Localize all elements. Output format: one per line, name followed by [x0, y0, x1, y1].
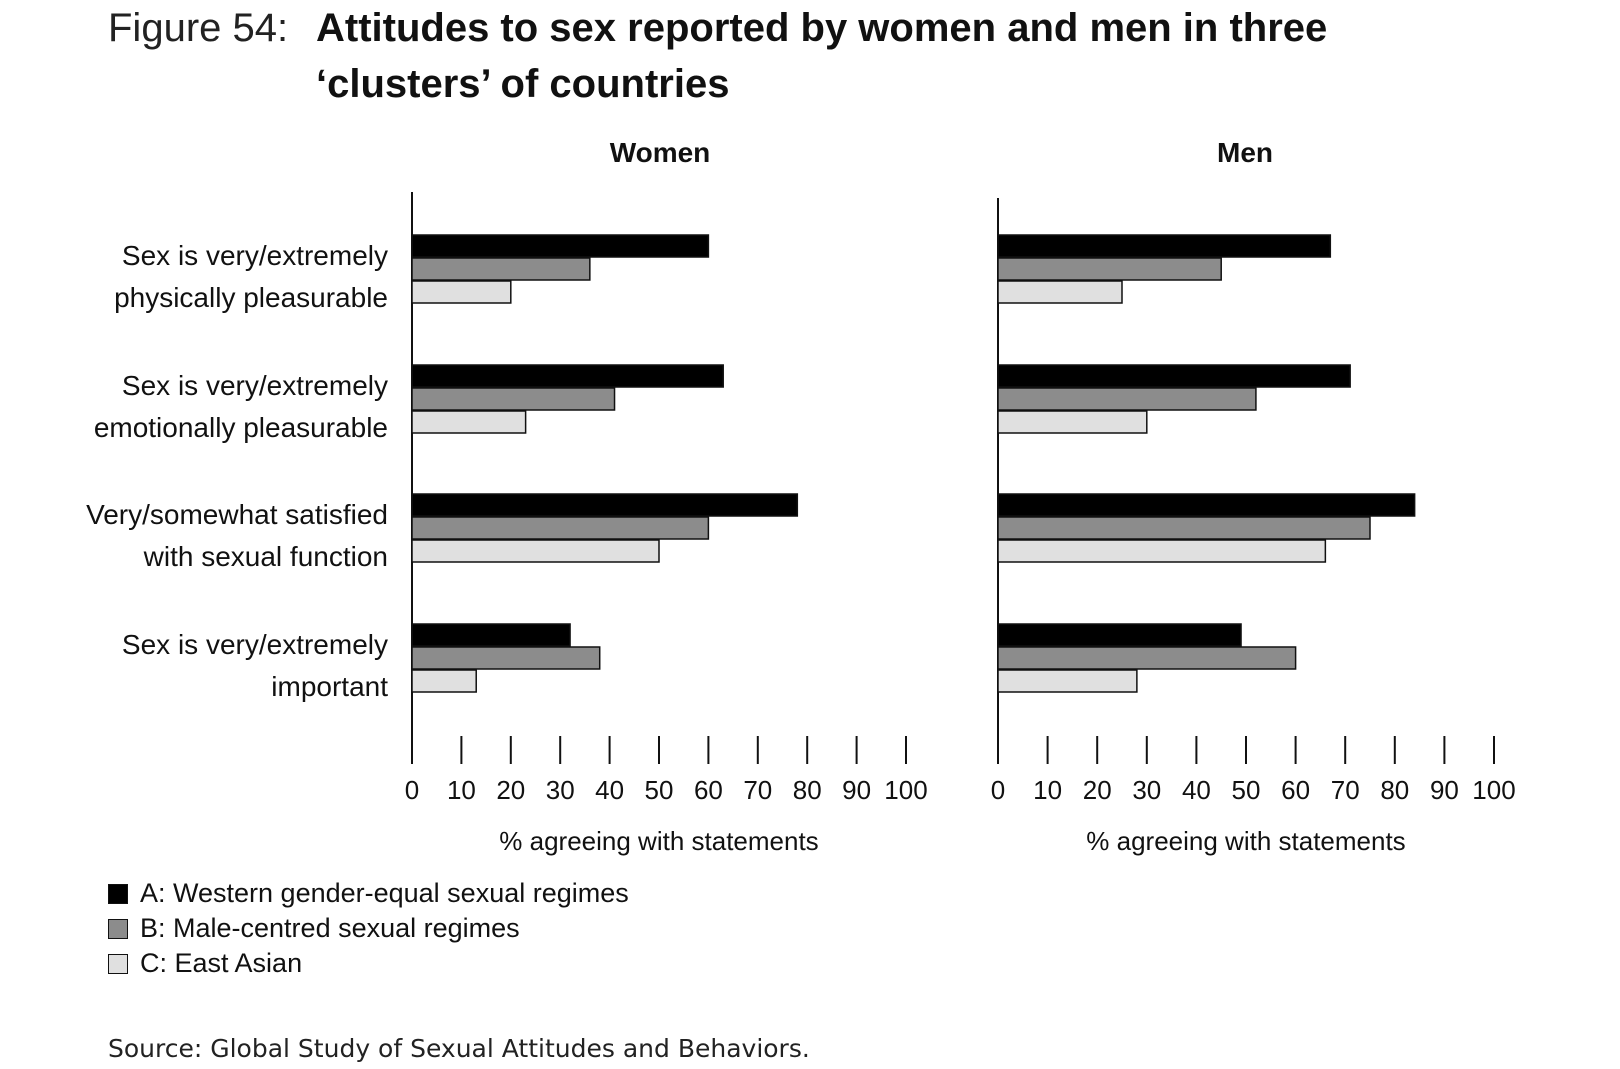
category-label-0-0: Sex is very/extremely	[122, 240, 388, 271]
bar-1-2-0	[997, 280, 1123, 304]
bar-0-2-2	[411, 539, 660, 563]
bar-0-2-1	[411, 410, 527, 434]
bar-1-2-2	[997, 539, 1327, 563]
bar-0-0-1	[411, 364, 724, 388]
x-tick-label-1-10: 100	[1472, 775, 1515, 805]
x-tick-label-0-8: 80	[793, 775, 822, 805]
bar-0-0-0	[411, 234, 710, 258]
category-label-2-1: with sexual function	[143, 541, 388, 572]
legend-item-b: B: Male-centred sexual regimes	[108, 911, 629, 946]
x-tick-label-1-5: 50	[1232, 775, 1261, 805]
x-tick-label-1-0: 0	[991, 775, 1005, 805]
legend-swatch-b	[108, 918, 128, 939]
x-axis-label-1: % agreeing with statements	[1086, 826, 1405, 856]
bar-0-2-3	[411, 669, 477, 693]
category-label-3-1: important	[271, 671, 388, 702]
legend: A: Western gender-equal sexual regimes B…	[108, 876, 629, 981]
bar-1-0-2	[997, 493, 1416, 517]
legend-label-a: A: Western gender-equal sexual regimes	[140, 878, 629, 908]
category-label-1-0: Sex is very/extremely	[122, 370, 388, 401]
bar-1-0-0	[997, 234, 1332, 258]
legend-label-c: C: East Asian	[140, 948, 303, 978]
bar-0-1-1	[411, 387, 616, 411]
x-tick-label-0-6: 60	[694, 775, 723, 805]
x-tick-label-1-6: 60	[1281, 775, 1310, 805]
x-tick-label-0-3: 30	[546, 775, 575, 805]
bar-0-1-2	[411, 516, 710, 540]
figure-title-text: Attitudes to sex reported by women and m…	[316, 6, 1328, 106]
x-axis-label-0: % agreeing with statements	[499, 826, 818, 856]
bar-1-1-3	[997, 646, 1297, 670]
x-tick-label-0-2: 20	[496, 775, 525, 805]
x-tick-label-1-3: 30	[1132, 775, 1161, 805]
x-tick-label-0-0: 0	[405, 775, 419, 805]
panel-title-0: Women	[610, 137, 711, 168]
bar-0-0-2	[411, 493, 799, 517]
bar-0-1-0	[411, 257, 591, 281]
bar-1-1-2	[997, 516, 1371, 540]
x-tick-label-0-9: 90	[842, 775, 871, 805]
x-tick-label-1-9: 90	[1430, 775, 1459, 805]
legend-swatch-a	[108, 883, 128, 904]
x-tick-label-1-1: 10	[1033, 775, 1062, 805]
bar-0-2-0	[411, 280, 512, 304]
x-tick-label-0-1: 10	[447, 775, 476, 805]
legend-item-a: A: Western gender-equal sexual regimes	[108, 876, 629, 911]
bar-0-1-3	[411, 646, 601, 670]
figure-label: Figure 54:	[108, 6, 289, 50]
bar-1-0-1	[997, 364, 1351, 388]
panel-title-1: Men	[1217, 137, 1273, 168]
legend-label-b: B: Male-centred sexual regimes	[140, 913, 520, 943]
x-tick-label-1-7: 70	[1331, 775, 1360, 805]
x-tick-label-1-4: 40	[1182, 775, 1211, 805]
bar-0-0-3	[411, 623, 571, 647]
bar-1-1-1	[997, 387, 1257, 411]
category-label-2-0: Very/somewhat satisfied	[86, 499, 388, 530]
bar-1-2-3	[997, 669, 1138, 693]
bar-1-0-3	[997, 623, 1242, 647]
category-label-1-1: emotionally pleasurable	[94, 412, 388, 443]
category-label-3-0: Sex is very/extremely	[122, 629, 388, 660]
x-tick-label-1-2: 20	[1083, 775, 1112, 805]
legend-item-c: C: East Asian	[108, 946, 629, 981]
x-tick-label-0-7: 70	[743, 775, 772, 805]
source-note: Source: Global Study of Sexual Attitudes…	[108, 1034, 810, 1063]
bar-1-1-0	[997, 257, 1222, 281]
x-tick-label-0-4: 40	[595, 775, 624, 805]
legend-swatch-c	[108, 953, 128, 974]
x-tick-label-0-10: 100	[884, 775, 927, 805]
x-tick-label-1-8: 80	[1380, 775, 1409, 805]
category-label-0-1: physically pleasurable	[114, 282, 388, 313]
bar-1-2-1	[997, 410, 1148, 434]
x-tick-label-0-5: 50	[645, 775, 674, 805]
